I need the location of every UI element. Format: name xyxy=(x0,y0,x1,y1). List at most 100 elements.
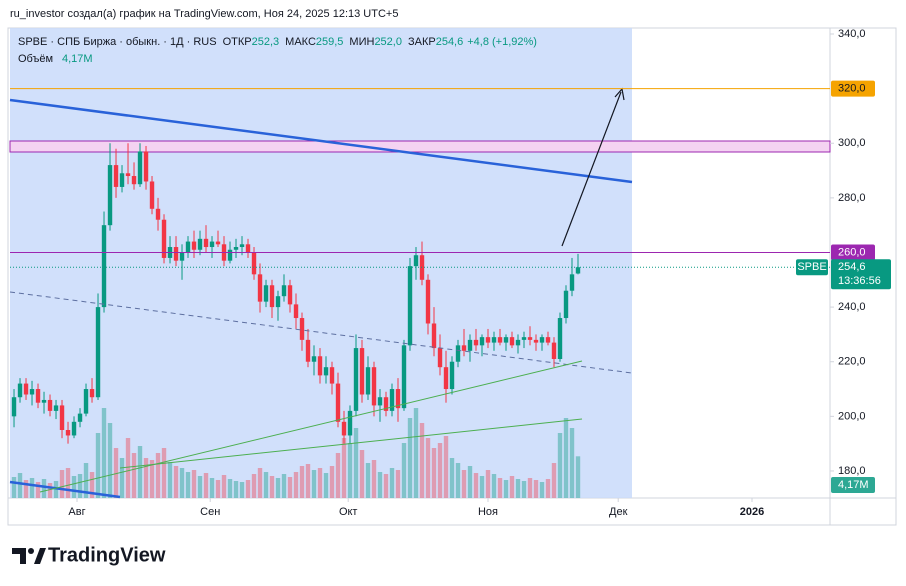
trend-line xyxy=(9,98,633,184)
volume-tag-label: 4,17M xyxy=(838,479,869,491)
volume-bar xyxy=(479,476,485,498)
volume-bar xyxy=(473,473,479,498)
candle-body xyxy=(575,267,581,274)
volume-bar xyxy=(233,481,239,498)
volume-legend-value: 4,17M xyxy=(62,53,93,65)
candle-body xyxy=(71,421,77,436)
volume-bar xyxy=(119,458,125,498)
candle-body xyxy=(23,383,29,395)
x-tick-label: Дек xyxy=(609,506,628,518)
candle-body xyxy=(491,337,497,343)
candle-body xyxy=(425,279,431,324)
volume-bar xyxy=(365,463,371,498)
candle-body xyxy=(149,181,155,209)
candle-body xyxy=(131,176,137,185)
candle-body xyxy=(569,274,575,291)
candle-body xyxy=(179,252,185,261)
legend-line: SPBE · СПБ Биржа · обыкн. · 1Д · RUS ОТКР… xyxy=(18,36,537,48)
candle-body xyxy=(485,337,491,343)
legend-text: ЗАКР xyxy=(408,36,436,48)
legend-text: +4,8 (+1,92%) xyxy=(467,36,537,48)
volume-bar xyxy=(401,443,407,498)
volume-bar xyxy=(107,423,113,498)
candle-body xyxy=(89,389,95,398)
candle-body xyxy=(407,266,413,346)
volume-bar xyxy=(89,472,95,498)
candle-body xyxy=(455,345,461,362)
volume-bar xyxy=(155,453,161,498)
volume-bar xyxy=(323,473,329,498)
countdown: 13:36:56 xyxy=(838,275,881,287)
volume-bar xyxy=(377,472,383,498)
candle-body xyxy=(245,244,251,253)
volume-bar xyxy=(161,448,167,498)
volume-tag xyxy=(831,477,875,493)
candle-body xyxy=(251,252,257,275)
candle-body xyxy=(371,367,377,406)
candle-body xyxy=(419,255,425,280)
candle-body xyxy=(377,397,383,406)
brand: TradingView xyxy=(48,544,166,566)
volume-bar xyxy=(545,479,551,498)
volume-bar xyxy=(71,476,77,498)
volume-bar xyxy=(461,470,467,498)
candle-body xyxy=(119,173,125,187)
legend-text: ОТКР xyxy=(223,36,252,48)
candle-body xyxy=(215,241,221,245)
volume-bar xyxy=(215,480,221,498)
trend-line xyxy=(9,480,121,499)
volume-bar xyxy=(29,478,35,498)
candle-body xyxy=(113,165,119,187)
volume-bar xyxy=(389,468,395,498)
candle-body xyxy=(389,389,395,411)
candle-body xyxy=(539,337,545,343)
level-tag xyxy=(831,244,875,261)
plot xyxy=(11,143,581,498)
volume-bar xyxy=(149,460,155,498)
volume-bar xyxy=(383,474,389,498)
candle-body xyxy=(47,399,53,411)
level-tag xyxy=(831,80,875,97)
candle-body xyxy=(467,339,473,351)
volume-bar xyxy=(191,470,197,498)
x-tick-label: Окт xyxy=(339,506,358,518)
candle-body xyxy=(317,356,323,376)
candle-body xyxy=(545,337,551,343)
candle-body xyxy=(473,339,479,346)
volume-bar xyxy=(431,448,437,498)
volume-bar xyxy=(197,476,203,498)
candle-body xyxy=(383,397,389,411)
volume-bar xyxy=(407,418,413,498)
volume-bar xyxy=(263,472,269,498)
candle-body xyxy=(143,151,149,182)
candle-body xyxy=(191,241,197,250)
candle-body xyxy=(299,318,305,340)
candle-body xyxy=(305,339,311,362)
volume-bar xyxy=(41,479,47,498)
candle-body xyxy=(335,383,341,422)
volume-bar xyxy=(287,477,293,498)
legend-text: SPBE · СПБ Биржа · обыкн. · 1Д · RUS xyxy=(18,36,217,48)
volume-bar xyxy=(335,453,341,498)
volume-bar xyxy=(35,482,41,498)
volume-bar xyxy=(527,478,533,498)
candle-body xyxy=(101,225,107,308)
volume-bar xyxy=(65,468,71,498)
shaded-zone xyxy=(10,28,632,498)
candle-body xyxy=(293,304,299,319)
volume-bar xyxy=(539,482,545,498)
volume-bar xyxy=(557,433,563,498)
volume-bar xyxy=(371,460,377,498)
volume-bar xyxy=(185,472,191,498)
candle-body xyxy=(53,405,59,411)
candle-body xyxy=(341,421,347,436)
candle-body xyxy=(521,337,527,340)
candle-body xyxy=(437,348,443,368)
y-tick-label: 240,0 xyxy=(838,301,866,313)
level-label: 260,0 xyxy=(838,246,866,258)
volume-bar xyxy=(449,458,455,498)
candle-body xyxy=(353,348,359,411)
candle-body xyxy=(359,348,365,395)
candle-body xyxy=(479,337,485,346)
